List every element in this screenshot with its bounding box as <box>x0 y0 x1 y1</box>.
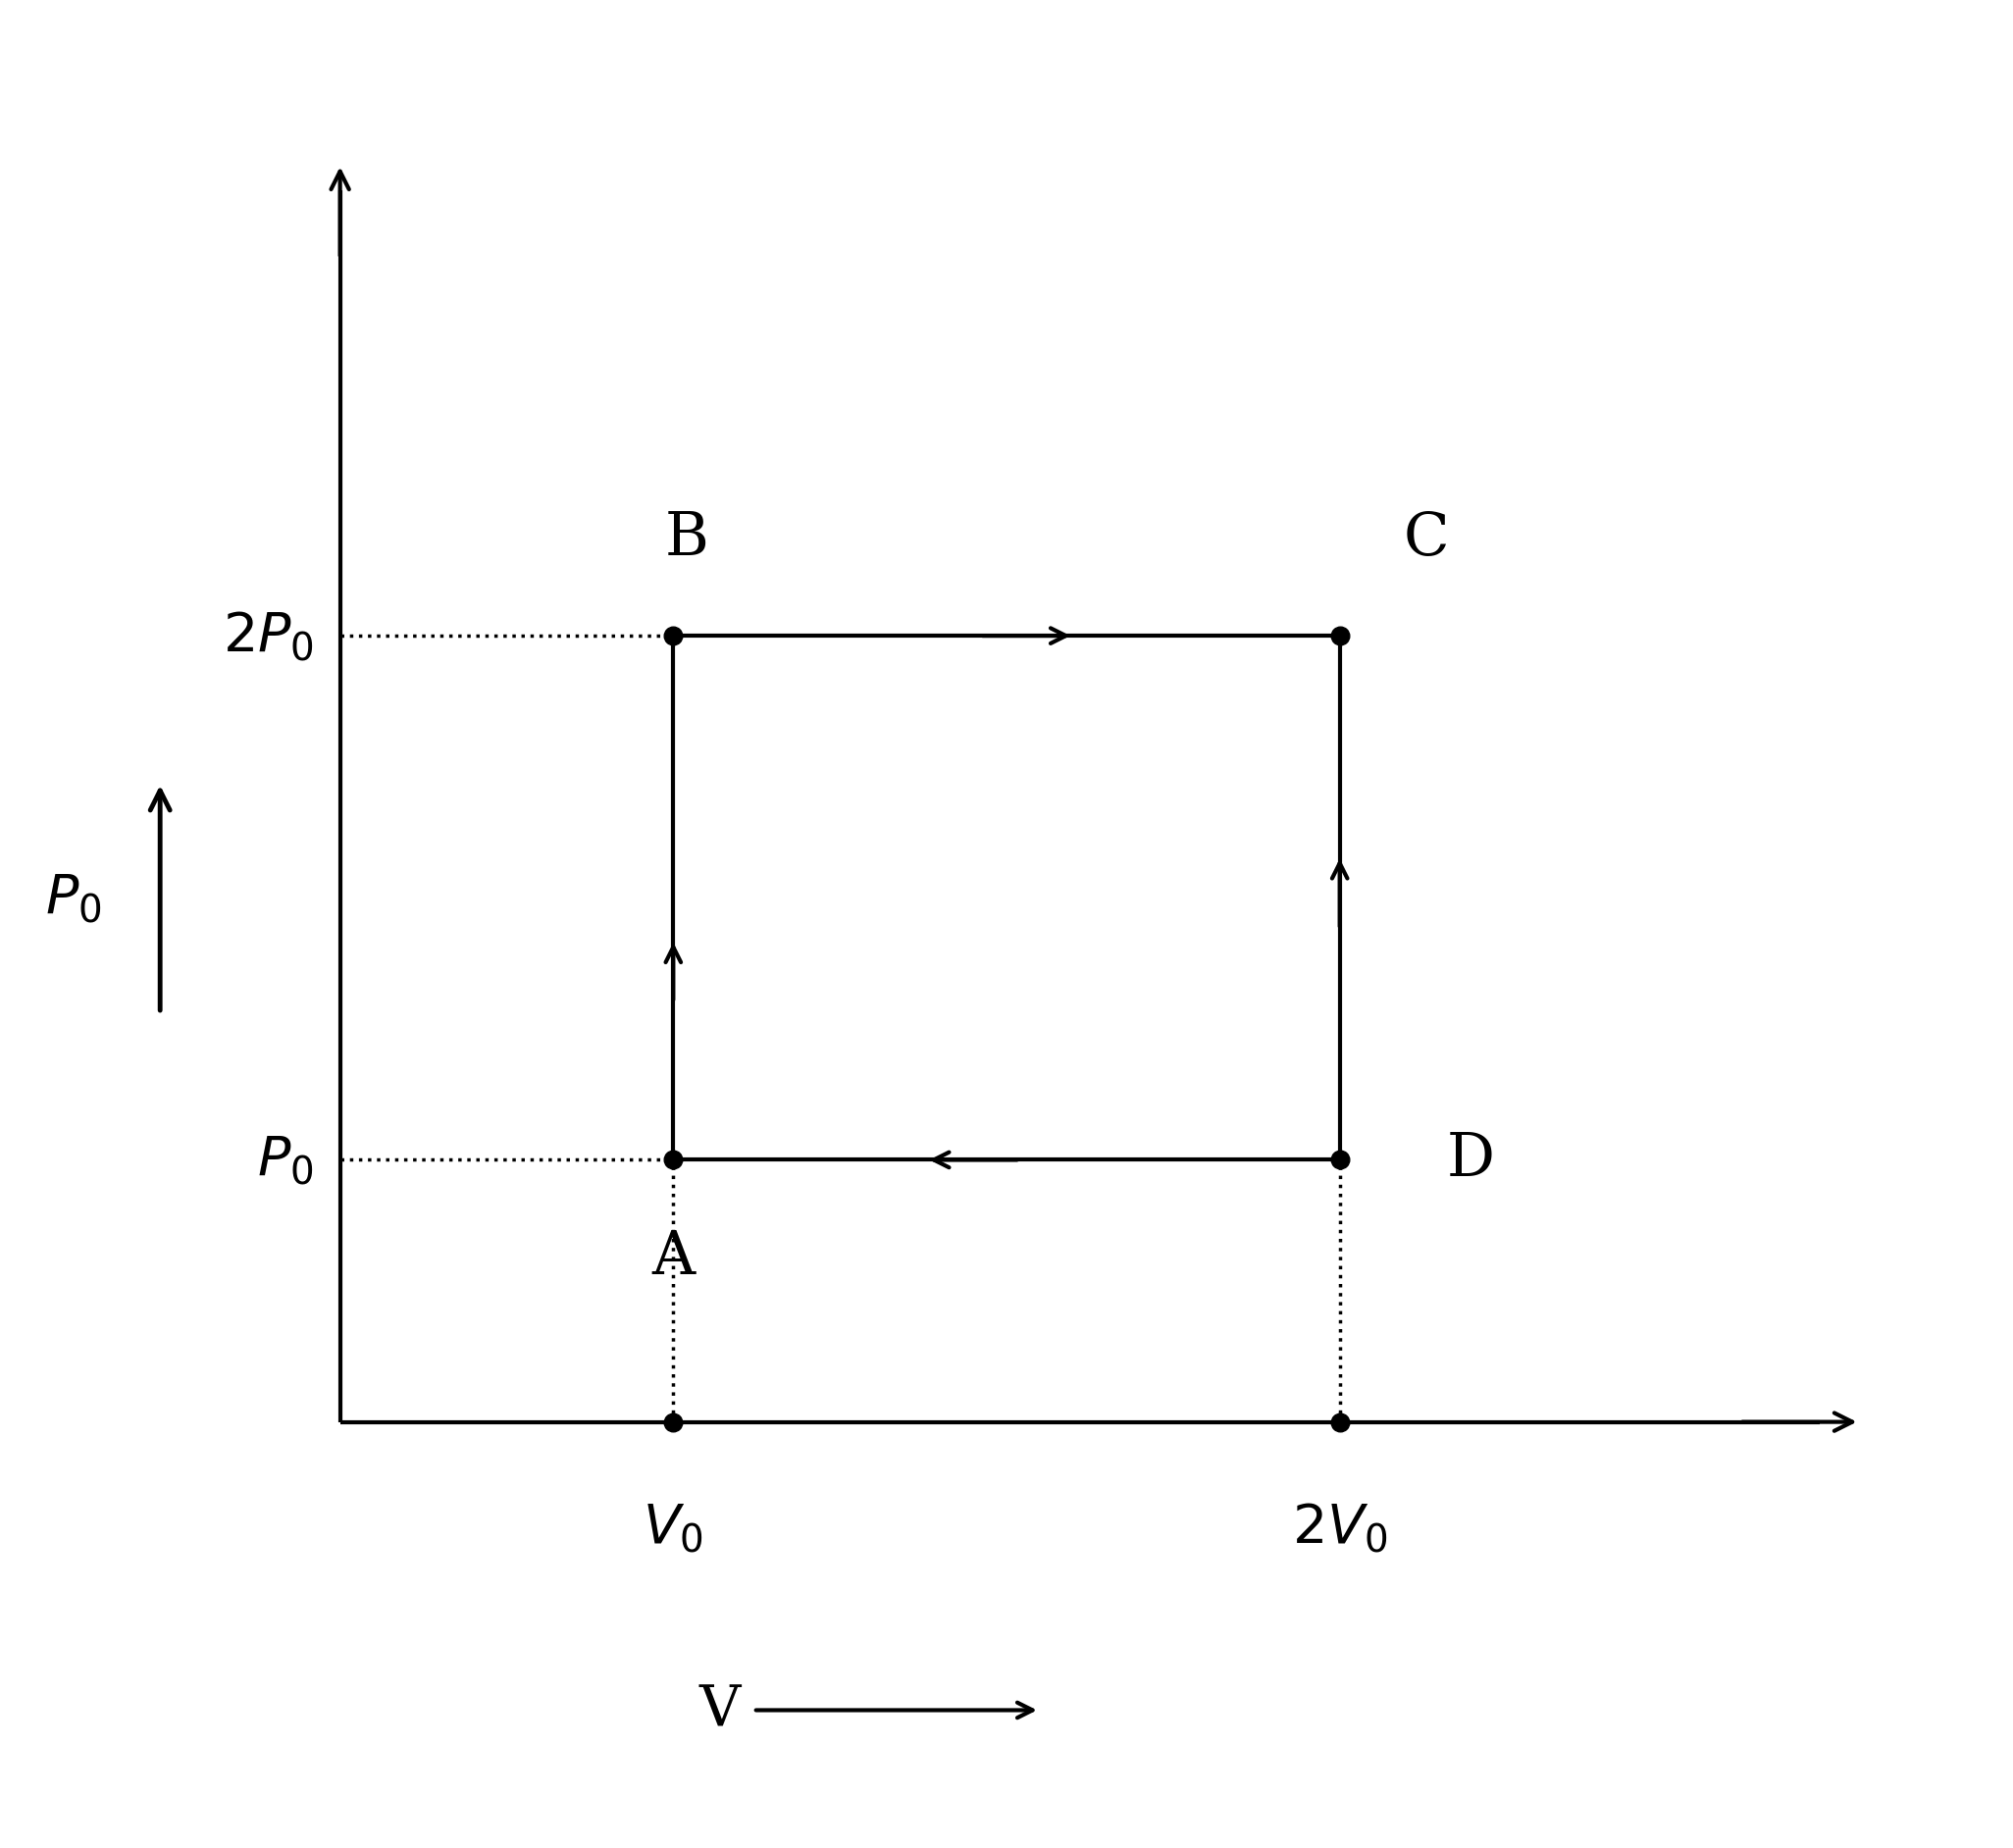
Point <box>656 621 688 650</box>
Text: $P_0$: $P_0$ <box>258 1133 314 1186</box>
Point <box>1325 621 1357 650</box>
Point <box>656 1406 688 1436</box>
Text: V: V <box>699 1684 741 1737</box>
Text: B: B <box>664 508 709 567</box>
Point <box>1325 1406 1357 1436</box>
Text: $P_0$: $P_0$ <box>44 870 103 924</box>
Text: D: D <box>1447 1131 1494 1190</box>
Text: A: A <box>652 1227 694 1286</box>
Text: $2P_0$: $2P_0$ <box>221 608 314 663</box>
Text: $2V_0$: $2V_0$ <box>1292 1501 1387 1554</box>
Point <box>656 1146 688 1175</box>
Text: C: C <box>1403 508 1449 567</box>
Text: $V_0$: $V_0$ <box>642 1501 705 1554</box>
Point <box>1325 1146 1357 1175</box>
